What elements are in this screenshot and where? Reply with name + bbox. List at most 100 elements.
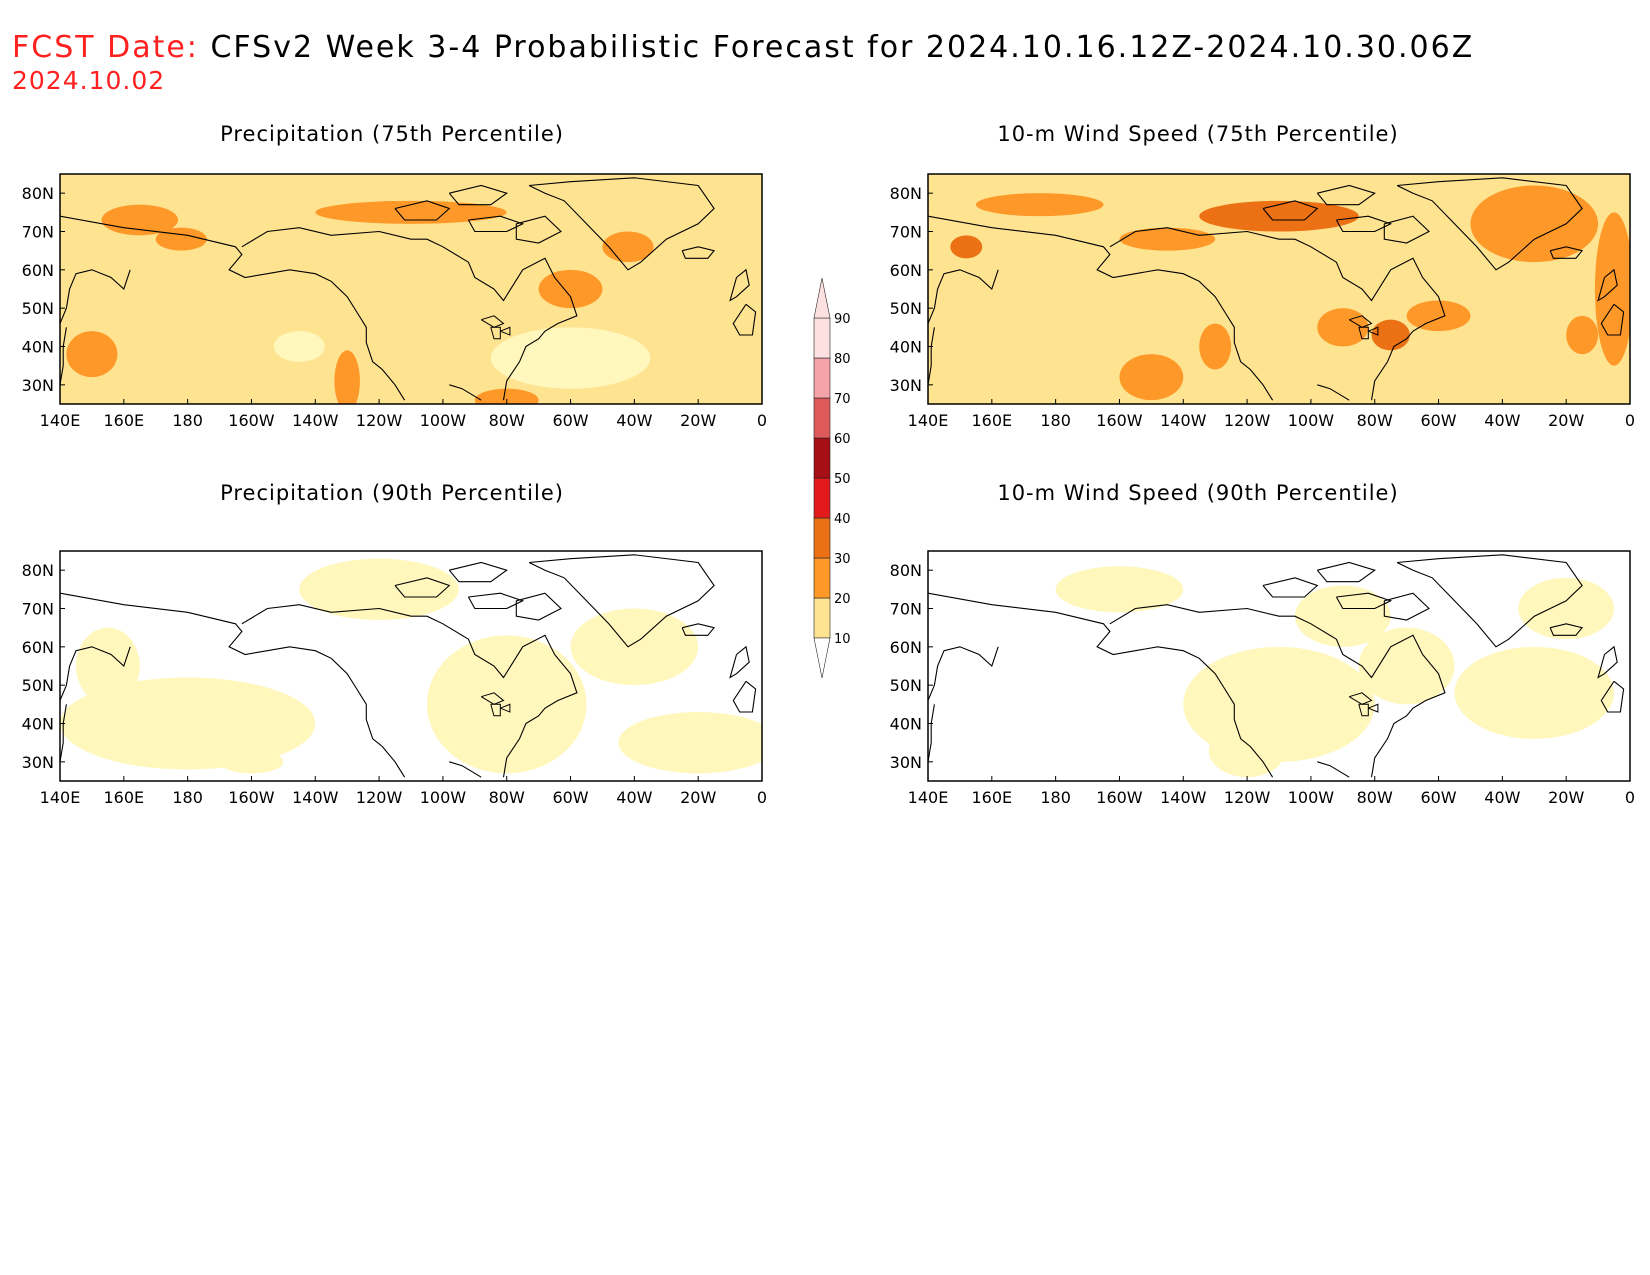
probability-contour: [474, 388, 539, 404]
lon-tick-label: 20W: [680, 788, 716, 807]
coastline: [515, 215, 562, 244]
probability-contour: [1470, 185, 1599, 263]
coastline: [1597, 268, 1618, 302]
lon-tick-label: 0: [757, 411, 767, 430]
coastline: [1396, 177, 1583, 271]
lat-tick-label: 50N: [890, 299, 922, 318]
coastline: [1396, 554, 1583, 648]
map-panel-1: 140E 160E 180 160W 140W 120W 100W 80W 60W 40W 20W 0…: [890, 173, 1635, 430]
lon-tick-label: 180: [172, 411, 203, 430]
lon-tick-label: 80W: [489, 788, 525, 807]
coastline: [241, 604, 578, 778]
lat-tick-label: 30N: [22, 376, 54, 395]
probability-contour: [273, 331, 325, 362]
forecast-title: CFSv2 Week 3-4 Probabilistic Forecast fo…: [210, 30, 1475, 65]
fcst-date-label: FCST Date:: [12, 30, 199, 65]
lat-tick-label: 50N: [890, 676, 922, 695]
lon-tick-label: 160E: [971, 788, 1012, 807]
lat-tick-label: 30N: [22, 753, 54, 772]
probability-contour: [490, 327, 651, 389]
probability-contour: [1454, 646, 1615, 739]
lon-tick-label: 20W: [680, 411, 716, 430]
coastline: [449, 761, 482, 778]
lat-tick-label: 60N: [22, 638, 54, 657]
legend-swatch: [813, 357, 831, 399]
lat-tick-label: 80N: [22, 561, 54, 580]
coastline: [394, 577, 451, 598]
coastline: [729, 268, 750, 302]
lon-tick-label: 120W: [1224, 788, 1271, 807]
coastline: [1600, 680, 1625, 713]
lake-outline: [500, 326, 511, 336]
lon-tick-label: 160E: [103, 411, 144, 430]
legend-label: 30: [834, 552, 851, 567]
probability-contour: [299, 558, 459, 620]
lon-tick-label: 140W: [1160, 788, 1207, 807]
panel-title-wind-75: 10-m Wind Speed (75th Percentile): [997, 122, 1399, 146]
legend-label: 40: [834, 512, 851, 527]
coastline: [241, 227, 578, 401]
lon-tick-label: 160W: [1096, 788, 1143, 807]
coastline: [394, 200, 451, 221]
coastline: [528, 554, 715, 648]
map-frame: [59, 173, 763, 405]
lon-tick-label: 140E: [40, 788, 81, 807]
lon-tick-label: 160E: [971, 411, 1012, 430]
coastline: [1549, 246, 1584, 259]
legend-swatch: [813, 557, 831, 599]
coastline: [60, 327, 67, 385]
legend-label: 80: [834, 352, 851, 367]
lon-tick-label: 0: [757, 788, 767, 807]
probability-contour: [1055, 566, 1184, 613]
lon-tick-label: 40W: [616, 411, 652, 430]
coastline: [1316, 184, 1376, 206]
color-legend: 10 20 30 40 50 60 70 80 90: [813, 277, 851, 679]
legend-swatch: [813, 397, 831, 439]
legend-swatch: [813, 477, 831, 519]
coastline: [1317, 761, 1350, 778]
lon-tick-label: 160W: [228, 411, 275, 430]
lake-outline: [1368, 326, 1379, 336]
coastline: [928, 215, 1274, 401]
legend-label: 20: [834, 592, 851, 607]
coastline: [60, 646, 131, 701]
coastline: [60, 704, 67, 762]
lake-outline: [1368, 703, 1379, 713]
probability-contour: [315, 200, 507, 224]
probability-contour: [1594, 212, 1630, 366]
lon-tick-label: 20W: [1548, 411, 1584, 430]
figure-title: FCST Date: CFSv2 Week 3-4 Probabilistic …: [12, 30, 1474, 65]
coastline: [681, 246, 716, 259]
probability-contour: [1358, 627, 1455, 705]
lake-outline: [480, 692, 505, 705]
lat-tick-label: 50N: [22, 676, 54, 695]
lat-tick-label: 80N: [22, 184, 54, 203]
fcst-date-value: 2024.10.02: [12, 66, 166, 95]
legend-swatch: [813, 517, 831, 559]
probability-contour: [538, 269, 603, 309]
lon-tick-label: 120W: [1224, 411, 1271, 430]
lat-tick-label: 70N: [22, 223, 54, 242]
lat-tick-label: 70N: [890, 600, 922, 619]
lon-tick-label: 100W: [420, 411, 467, 430]
coastline: [1262, 577, 1319, 598]
coastline: [732, 680, 757, 713]
lon-tick-label: 60W: [552, 411, 588, 430]
lat-tick-label: 60N: [22, 261, 54, 280]
coastline: [1549, 623, 1584, 636]
lat-tick-label: 40N: [890, 715, 922, 734]
probability-contour: [950, 235, 983, 259]
probability-contour: [66, 331, 118, 378]
lon-tick-label: 140W: [1160, 411, 1207, 430]
coastline: [928, 592, 1274, 778]
coastline: [60, 592, 406, 778]
coastline: [928, 269, 999, 324]
probability-contour: [1566, 315, 1599, 355]
coastline: [928, 327, 935, 385]
legend-swatch: [813, 317, 831, 359]
lat-tick-label: 70N: [890, 223, 922, 242]
coastline: [1597, 645, 1618, 679]
lake-outline: [1348, 315, 1373, 328]
coastline: [1383, 215, 1430, 244]
panel-title-precip-75: Precipitation (75th Percentile): [220, 122, 564, 146]
